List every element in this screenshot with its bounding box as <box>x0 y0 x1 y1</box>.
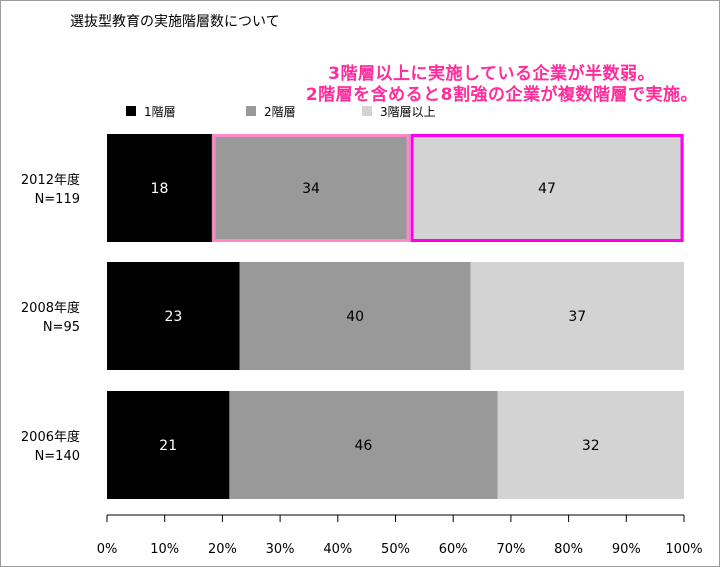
legend-swatch-2 <box>246 106 256 116</box>
bar-value-label-r3-s1: 21 <box>159 438 177 454</box>
category-label-r1-line2: N=119 <box>35 192 80 207</box>
bar-segment-r3-s3 <box>497 391 684 499</box>
bar-value-label-r2-s2: 40 <box>346 309 364 325</box>
x-tick-label-6: 60% <box>439 542 468 557</box>
x-tick-label-1: 10% <box>150 542 179 557</box>
bar-segment-r1-s3 <box>410 134 684 242</box>
x-tick-label-5: 50% <box>381 542 410 557</box>
bar-value-label-r1-s2: 34 <box>302 181 320 197</box>
highlight-outline-s3 <box>410 134 684 242</box>
legend-swatch-3 <box>362 106 372 116</box>
legend-label-1: 1階層 <box>144 104 176 119</box>
annotation-line-1: 3階層以上に実施している企業が半数弱。 <box>328 64 655 84</box>
x-tick-label-0: 0% <box>97 542 118 557</box>
x-tick-label-9: 90% <box>612 542 641 557</box>
x-tick-label-4: 40% <box>323 542 352 557</box>
bar-segment-r1-s1 <box>107 134 212 242</box>
x-tick-label-8: 80% <box>554 542 583 557</box>
bar-segment-r1-s2 <box>211 134 411 242</box>
category-label-r2-line2: N=95 <box>43 320 80 335</box>
bar-value-label-r1-s1: 18 <box>151 181 169 197</box>
bar-segment-r3-s2 <box>229 391 498 499</box>
x-tick-label-3: 30% <box>266 542 295 557</box>
chart-title: 選抜型教育の実施階層数について <box>70 14 280 30</box>
x-tick-label-2: 20% <box>208 542 237 557</box>
x-tick-label-10: 100% <box>665 542 702 557</box>
category-label-r2-line1: 2008年度 <box>21 300 80 316</box>
legend-label-2: 2階層 <box>264 104 296 119</box>
x-tick-label-7: 70% <box>496 542 525 557</box>
bar-segment-r2-s3 <box>470 262 684 370</box>
category-label-r3-line1: 2006年度 <box>21 429 80 445</box>
bar-value-label-r3-s2: 46 <box>355 438 373 454</box>
annotation-line-2: 2階層を含めると8割強の企業が複数階層で実施。 <box>305 85 698 105</box>
bar-segment-r2-s1 <box>107 262 240 370</box>
bar-segment-r2-s2 <box>239 262 471 370</box>
bar-value-label-r1-s3: 47 <box>538 181 556 197</box>
category-label-r3-line2: N=140 <box>35 449 80 464</box>
bar-value-label-r2-s3: 37 <box>568 309 586 325</box>
bar-value-label-r2-s1: 23 <box>164 309 182 325</box>
bar-value-label-r3-s3: 32 <box>582 438 600 454</box>
legend-swatch-1 <box>126 106 136 116</box>
highlight-outline-s2 <box>212 134 410 242</box>
bar-segment-r3-s1 <box>107 391 230 499</box>
category-label-r1-line1: 2012年度 <box>21 172 80 188</box>
legend-label-3: 3階層以上 <box>380 104 436 119</box>
